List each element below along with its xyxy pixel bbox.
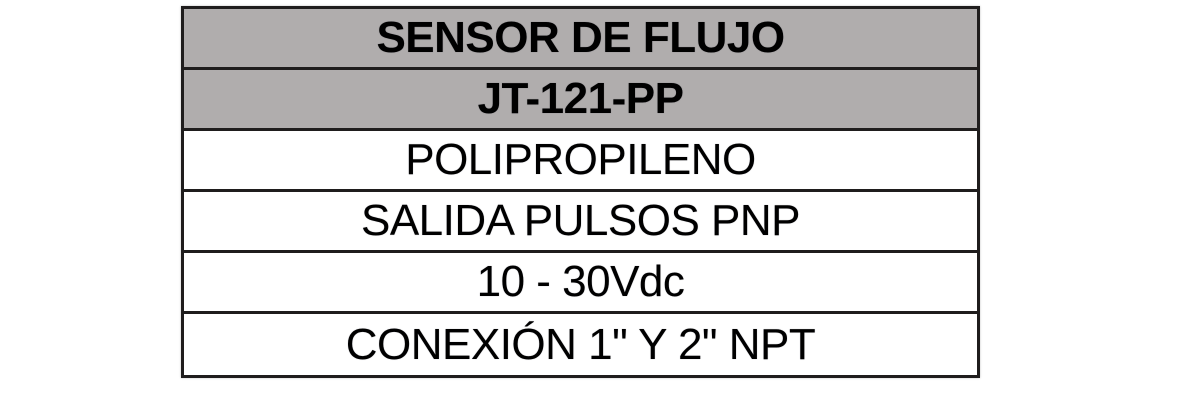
- model-number-label: JT-121-PP: [477, 74, 684, 123]
- row-sensor-title: SENSOR DE FLUJO: [184, 9, 977, 70]
- spec-table: SENSOR DE FLUJO JT-121-PP POLIPROPILENO …: [181, 6, 980, 378]
- row-output-type: SALIDA PULSOS PNP: [184, 192, 977, 253]
- connection-size-label: CONEXIÓN 1" Y 2" NPT: [345, 319, 816, 369]
- sensor-title-label: SENSOR DE FLUJO: [376, 13, 785, 62]
- material-label: POLIPROPILENO: [405, 135, 756, 184]
- row-model-number: JT-121-PP: [184, 70, 977, 131]
- row-voltage-range: 10 - 30Vdc: [184, 253, 977, 314]
- row-connection-size: CONEXIÓN 1" Y 2" NPT: [184, 314, 977, 375]
- output-type-label: SALIDA PULSOS PNP: [360, 196, 801, 245]
- voltage-range-label: 10 - 30Vdc: [476, 257, 685, 306]
- row-material: POLIPROPILENO: [184, 131, 977, 192]
